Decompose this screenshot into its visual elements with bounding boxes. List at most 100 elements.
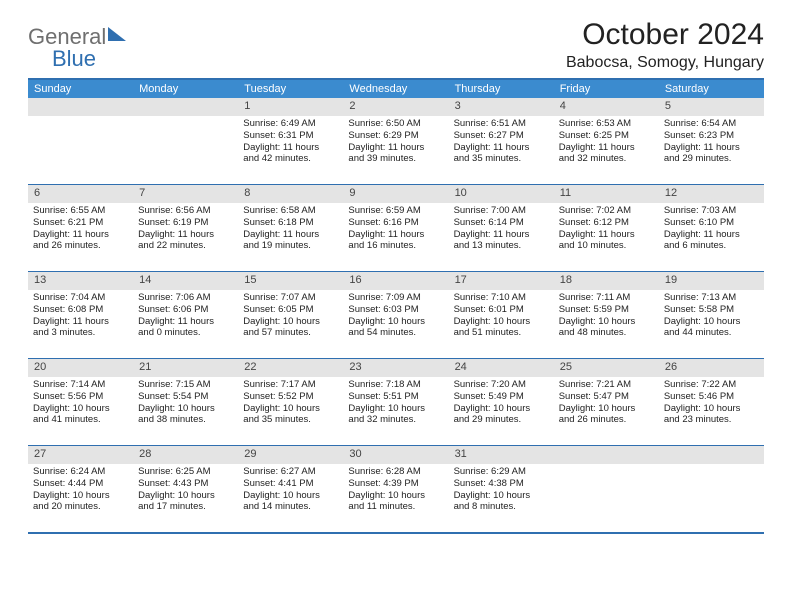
day-header: Sunday: [28, 80, 133, 98]
calendar-cell: 1Sunrise: 6:49 AMSunset: 6:31 PMDaylight…: [238, 98, 343, 184]
day-number: 11: [554, 185, 659, 203]
day-number: 31: [449, 446, 554, 464]
sunrise-line: Sunrise: 6:29 AM: [454, 466, 549, 478]
cell-body: Sunrise: 7:09 AMSunset: 6:03 PMDaylight:…: [343, 290, 448, 344]
day-number: 18: [554, 272, 659, 290]
cell-body: Sunrise: 7:11 AMSunset: 5:59 PMDaylight:…: [554, 290, 659, 344]
sunset-line: Sunset: 5:54 PM: [138, 391, 233, 403]
daylight-line-1: Daylight: 11 hours: [33, 316, 128, 328]
day-number: 14: [133, 272, 238, 290]
day-number-empty: [28, 98, 133, 116]
calendar-cell: 30Sunrise: 6:28 AMSunset: 4:39 PMDayligh…: [343, 446, 448, 532]
calendar-cell: 22Sunrise: 7:17 AMSunset: 5:52 PMDayligh…: [238, 359, 343, 445]
calendar: SundayMondayTuesdayWednesdayThursdayFrid…: [28, 78, 764, 534]
sunset-line: Sunset: 5:52 PM: [243, 391, 338, 403]
day-number: 8: [238, 185, 343, 203]
calendar-cell: 11Sunrise: 7:02 AMSunset: 6:12 PMDayligh…: [554, 185, 659, 271]
daylight-line-1: Daylight: 10 hours: [454, 316, 549, 328]
daylight-line-2: and 29 minutes.: [664, 153, 759, 165]
sunset-line: Sunset: 6:12 PM: [559, 217, 654, 229]
cell-body: Sunrise: 6:28 AMSunset: 4:39 PMDaylight:…: [343, 464, 448, 518]
day-number: 23: [343, 359, 448, 377]
daylight-line-1: Daylight: 11 hours: [138, 229, 233, 241]
sunset-line: Sunset: 4:41 PM: [243, 478, 338, 490]
sunrise-line: Sunrise: 7:09 AM: [348, 292, 443, 304]
day-number: 15: [238, 272, 343, 290]
sunset-line: Sunset: 4:43 PM: [138, 478, 233, 490]
daylight-line-2: and 10 minutes.: [559, 240, 654, 252]
daylight-line-2: and 32 minutes.: [559, 153, 654, 165]
calendar-cell: 5Sunrise: 6:54 AMSunset: 6:23 PMDaylight…: [659, 98, 764, 184]
day-number: 27: [28, 446, 133, 464]
calendar-cell: [133, 98, 238, 184]
day-number: 29: [238, 446, 343, 464]
sunset-line: Sunset: 6:06 PM: [138, 304, 233, 316]
daylight-line-2: and 39 minutes.: [348, 153, 443, 165]
day-number-empty: [554, 446, 659, 464]
cell-body: Sunrise: 7:21 AMSunset: 5:47 PMDaylight:…: [554, 377, 659, 431]
sunset-line: Sunset: 6:08 PM: [33, 304, 128, 316]
daylight-line-1: Daylight: 11 hours: [664, 229, 759, 241]
cell-body: Sunrise: 6:59 AMSunset: 6:16 PMDaylight:…: [343, 203, 448, 257]
day-number: 28: [133, 446, 238, 464]
calendar-cell: 9Sunrise: 6:59 AMSunset: 6:16 PMDaylight…: [343, 185, 448, 271]
day-number: 5: [659, 98, 764, 116]
sunset-line: Sunset: 5:58 PM: [664, 304, 759, 316]
daylight-line-2: and 6 minutes.: [664, 240, 759, 252]
day-header: Thursday: [449, 80, 554, 98]
daylight-line-1: Daylight: 11 hours: [33, 229, 128, 241]
title-block: October 2024 Babocsa, Somogy, Hungary: [566, 18, 764, 72]
triangle-icon: [106, 25, 128, 50]
month-title: October 2024: [566, 18, 764, 52]
cell-body: Sunrise: 7:13 AMSunset: 5:58 PMDaylight:…: [659, 290, 764, 344]
day-headers-row: SundayMondayTuesdayWednesdayThursdayFrid…: [28, 80, 764, 98]
week-row: 6Sunrise: 6:55 AMSunset: 6:21 PMDaylight…: [28, 184, 764, 271]
daylight-line-2: and 8 minutes.: [454, 501, 549, 513]
week-row: 13Sunrise: 7:04 AMSunset: 6:08 PMDayligh…: [28, 271, 764, 358]
cell-body: Sunrise: 6:50 AMSunset: 6:29 PMDaylight:…: [343, 116, 448, 170]
sunset-line: Sunset: 5:49 PM: [454, 391, 549, 403]
cell-body: Sunrise: 7:20 AMSunset: 5:49 PMDaylight:…: [449, 377, 554, 431]
daylight-line-2: and 54 minutes.: [348, 327, 443, 339]
daylight-line-1: Daylight: 10 hours: [559, 403, 654, 415]
daylight-line-1: Daylight: 11 hours: [664, 142, 759, 154]
cell-body: Sunrise: 6:24 AMSunset: 4:44 PMDaylight:…: [28, 464, 133, 518]
calendar-cell: 7Sunrise: 6:56 AMSunset: 6:19 PMDaylight…: [133, 185, 238, 271]
cell-body: Sunrise: 6:53 AMSunset: 6:25 PMDaylight:…: [554, 116, 659, 170]
sunrise-line: Sunrise: 6:56 AM: [138, 205, 233, 217]
calendar-cell: 14Sunrise: 7:06 AMSunset: 6:06 PMDayligh…: [133, 272, 238, 358]
calendar-cell: 25Sunrise: 7:21 AMSunset: 5:47 PMDayligh…: [554, 359, 659, 445]
daylight-line-2: and 48 minutes.: [559, 327, 654, 339]
day-number: 30: [343, 446, 448, 464]
day-number: 24: [449, 359, 554, 377]
cell-body: Sunrise: 6:27 AMSunset: 4:41 PMDaylight:…: [238, 464, 343, 518]
cell-body: Sunrise: 7:02 AMSunset: 6:12 PMDaylight:…: [554, 203, 659, 257]
daylight-line-2: and 26 minutes.: [559, 414, 654, 426]
sunrise-line: Sunrise: 6:59 AM: [348, 205, 443, 217]
weeks-container: 1Sunrise: 6:49 AMSunset: 6:31 PMDaylight…: [28, 98, 764, 532]
calendar-cell: [28, 98, 133, 184]
cell-body: Sunrise: 6:25 AMSunset: 4:43 PMDaylight:…: [133, 464, 238, 518]
calendar-cell: 2Sunrise: 6:50 AMSunset: 6:29 PMDaylight…: [343, 98, 448, 184]
cell-body: Sunrise: 6:29 AMSunset: 4:38 PMDaylight:…: [449, 464, 554, 518]
cell-body: Sunrise: 7:04 AMSunset: 6:08 PMDaylight:…: [28, 290, 133, 344]
daylight-line-1: Daylight: 11 hours: [243, 229, 338, 241]
sunrise-line: Sunrise: 7:11 AM: [559, 292, 654, 304]
calendar-cell: 19Sunrise: 7:13 AMSunset: 5:58 PMDayligh…: [659, 272, 764, 358]
day-number: 22: [238, 359, 343, 377]
sunrise-line: Sunrise: 7:02 AM: [559, 205, 654, 217]
sunset-line: Sunset: 6:16 PM: [348, 217, 443, 229]
sunrise-line: Sunrise: 7:13 AM: [664, 292, 759, 304]
cell-body: Sunrise: 7:10 AMSunset: 6:01 PMDaylight:…: [449, 290, 554, 344]
sunset-line: Sunset: 5:47 PM: [559, 391, 654, 403]
sunrise-line: Sunrise: 7:04 AM: [33, 292, 128, 304]
calendar-cell: 3Sunrise: 6:51 AMSunset: 6:27 PMDaylight…: [449, 98, 554, 184]
sunset-line: Sunset: 5:56 PM: [33, 391, 128, 403]
sunrise-line: Sunrise: 6:49 AM: [243, 118, 338, 130]
day-header: Friday: [554, 80, 659, 98]
cell-body: Sunrise: 6:56 AMSunset: 6:19 PMDaylight:…: [133, 203, 238, 257]
daylight-line-1: Daylight: 10 hours: [454, 403, 549, 415]
sunset-line: Sunset: 5:46 PM: [664, 391, 759, 403]
sunset-line: Sunset: 6:03 PM: [348, 304, 443, 316]
day-header: Wednesday: [343, 80, 448, 98]
